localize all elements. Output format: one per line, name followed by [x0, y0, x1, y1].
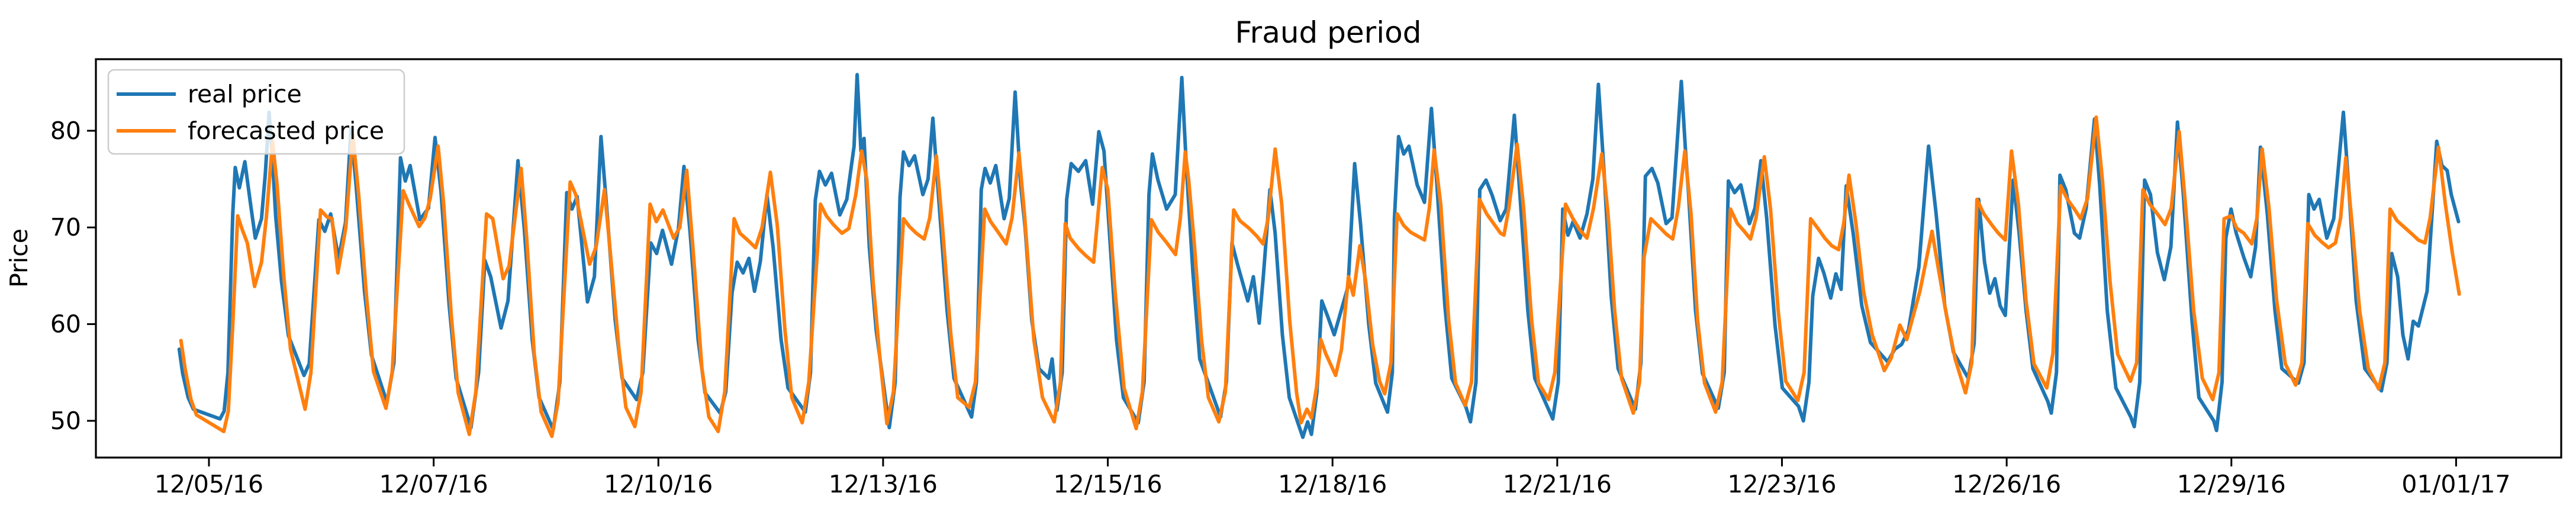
y-axis-label: Price — [5, 228, 33, 288]
x-tick-label: 12/26/16 — [1952, 470, 2061, 498]
legend-label-forecasted-price: forecasted price — [188, 117, 384, 145]
x-tick-label: 12/23/16 — [1727, 470, 1836, 498]
series-line-forecasted-price — [179, 115, 2461, 439]
x-tick-label: 12/18/16 — [1278, 470, 1387, 498]
y-tick-label: 70 — [50, 213, 81, 242]
chart-title: Fraud period — [1235, 15, 1422, 50]
axes-spines — [95, 58, 2562, 459]
x-tick-label: 12/15/16 — [1054, 470, 1163, 498]
x-tick-label: 01/01/17 — [2401, 470, 2510, 498]
x-tick-label: 12/13/16 — [829, 470, 938, 498]
x-tick-label: 12/29/16 — [2177, 470, 2286, 498]
y-tick-label: 50 — [50, 407, 81, 435]
legend-label-real-price: real price — [188, 80, 302, 108]
x-tick-label: 12/07/16 — [379, 470, 488, 498]
x-tick-label: 12/10/16 — [604, 470, 713, 498]
x-tick-label: 12/21/16 — [1503, 470, 1612, 498]
legend-frame — [107, 69, 405, 155]
y-tick-label: 80 — [50, 117, 81, 145]
legend: real price forecasted price — [107, 69, 405, 155]
plot-area — [96, 59, 2561, 458]
y-tick-label: 60 — [50, 310, 81, 339]
x-tick-label: 12/05/16 — [154, 470, 263, 498]
series-line-real-price — [177, 73, 2461, 439]
